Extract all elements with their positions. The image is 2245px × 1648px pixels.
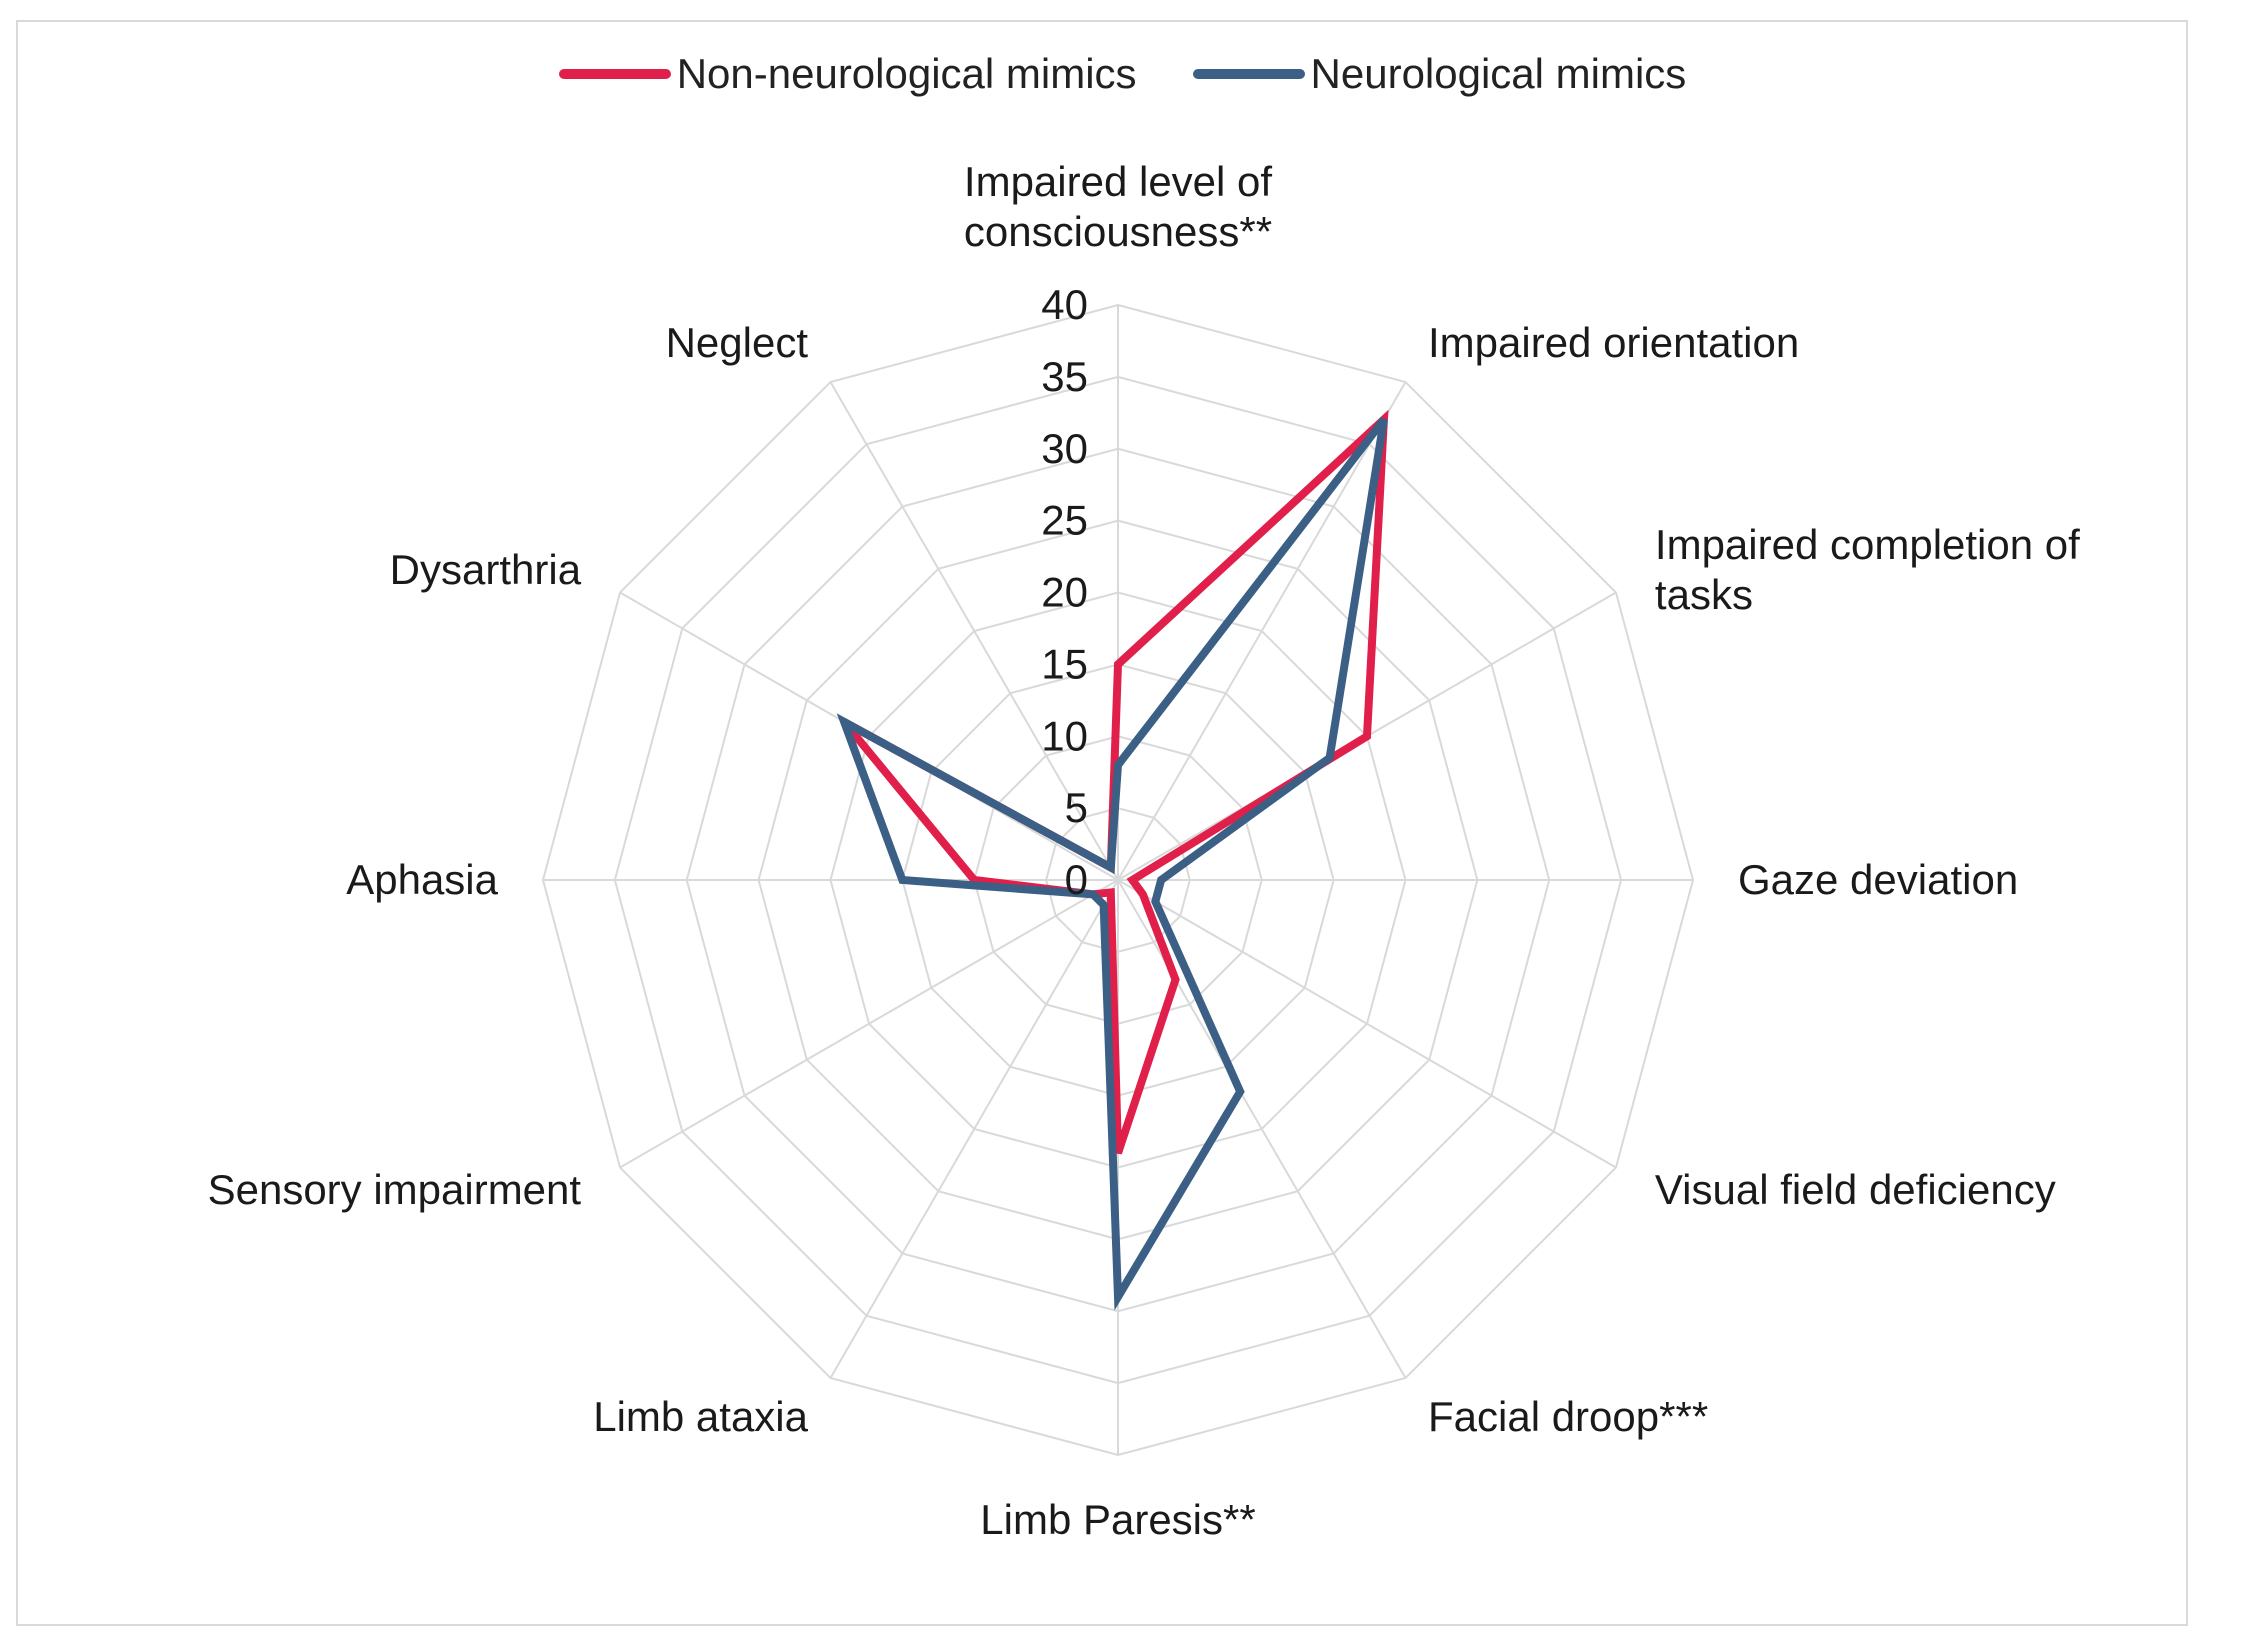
tick-label-5: 5 — [1065, 784, 1088, 831]
category-label-line: Limb ataxia — [593, 1393, 808, 1440]
category-label-1: Impaired orientation — [1428, 319, 1799, 366]
category-label-line: Neglect — [666, 319, 809, 366]
grid-spoke-8 — [619, 879, 1119, 1169]
tick-label-25: 25 — [1041, 497, 1088, 544]
chart-frame — [16, 20, 2188, 1626]
tick-label-35: 35 — [1041, 353, 1088, 400]
category-label-line: Facial droop*** — [1428, 1393, 1708, 1440]
legend-swatch-non-neurological — [558, 69, 671, 79]
tick-label-30: 30 — [1041, 425, 1088, 472]
category-label-6: Limb Paresis** — [980, 1496, 1255, 1543]
legend-entry-neurological: Neurological mimics — [1192, 50, 1687, 98]
grid-spoke-7 — [829, 879, 1119, 1379]
tick-label-20: 20 — [1041, 569, 1088, 616]
category-label-0: Impaired level of consciousness** — [964, 158, 1272, 255]
category-label-line: Dysarthria — [390, 546, 582, 593]
tick-label-15: 15 — [1041, 640, 1088, 687]
tick-label-0: 0 — [1065, 856, 1088, 903]
legend-label-neurological: Neurological mimics — [1310, 50, 1687, 97]
legend-swatch-neurological — [1192, 69, 1305, 79]
category-label-5: Facial droop*** — [1428, 1393, 1708, 1440]
category-label-10: Dysarthria — [390, 546, 582, 593]
series-line-neurological — [836, 416, 1388, 1311]
grid-spoke-5 — [1117, 879, 1407, 1379]
category-label-line: Impaired completion of — [1655, 521, 2080, 568]
legend: Non-neurological mimics Neurological mim… — [0, 50, 2245, 98]
category-label-line: consciousness** — [964, 208, 1272, 255]
category-label-9: Aphasia — [346, 856, 498, 903]
category-label-line: Gaze deviation — [1738, 856, 2018, 903]
category-label-line: Limb Paresis** — [980, 1496, 1255, 1543]
category-label-8: Sensory impairment — [208, 1166, 582, 1213]
category-label-line: Aphasia — [346, 856, 498, 903]
category-label-3: Gaze deviation — [1738, 856, 2018, 903]
grid-spoke-1 — [1117, 381, 1407, 881]
legend-entry-non-neurological: Non-neurological mimics — [558, 50, 1137, 98]
category-label-line: Visual field deficiency — [1655, 1166, 2056, 1213]
category-label-7: Limb ataxia — [593, 1393, 808, 1440]
category-label-line: Impaired orientation — [1428, 319, 1799, 366]
category-label-line: tasks — [1655, 571, 1753, 618]
legend-label-non-neurological: Non-neurological mimics — [676, 50, 1137, 97]
tick-label-10: 10 — [1041, 712, 1088, 759]
category-label-11: Neglect — [666, 319, 809, 366]
grid-spoke-11 — [829, 381, 1119, 881]
category-label-line: Sensory impairment — [208, 1166, 582, 1213]
category-label-line: Impaired level of — [964, 158, 1272, 205]
category-label-4: Visual field deficiency — [1655, 1166, 2056, 1213]
tick-label-40: 40 — [1041, 281, 1088, 328]
category-label-2: Impaired completion of tasks — [1655, 521, 2080, 618]
grid-spoke-4 — [1117, 879, 1617, 1169]
